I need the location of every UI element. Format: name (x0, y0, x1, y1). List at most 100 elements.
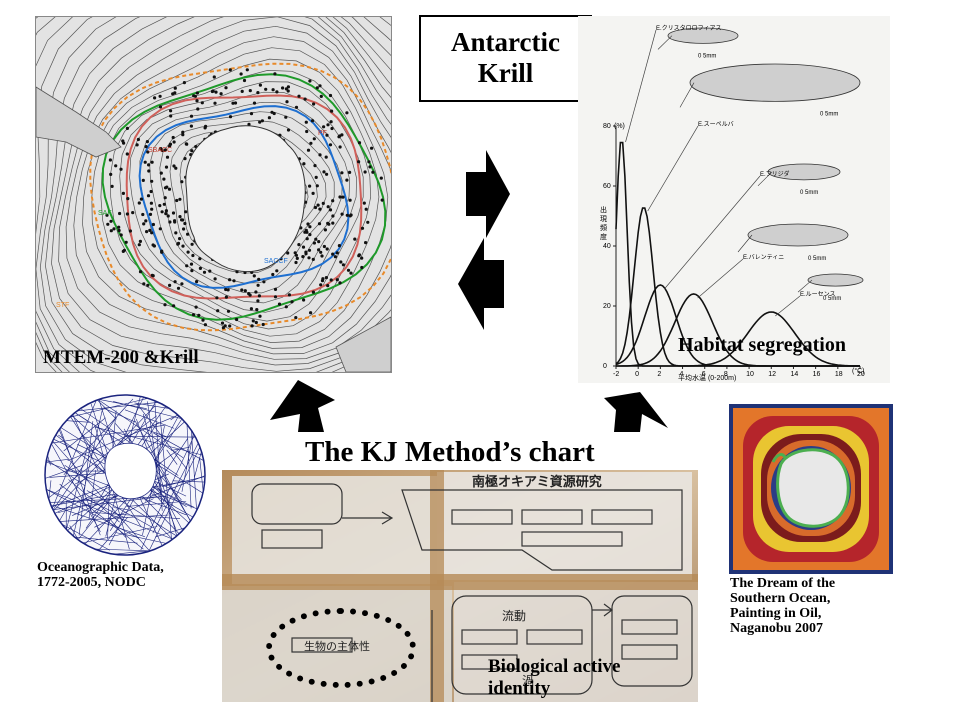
krill-sample-dot (324, 155, 328, 159)
krill-sample-dot (329, 278, 333, 282)
krill-sample-dot (171, 92, 175, 96)
krill-sample-dot (174, 166, 178, 170)
krill-map-panel: SBACC SACCF PF SAF STF MTEM-200 &Krill (35, 16, 392, 373)
krill-sample-dot (191, 253, 195, 258)
nodc-track-line (172, 390, 198, 392)
krill-sample-dot (318, 153, 322, 157)
krill-sample-dot (313, 205, 318, 210)
krill-sample-dot (308, 79, 312, 83)
krill-species-label: E.スーペルバ (698, 121, 734, 128)
krill-sample-dot (117, 228, 121, 233)
krill-sample-dot (304, 250, 308, 254)
nodc-track-line (45, 496, 167, 504)
krill-sample-dot (341, 263, 345, 267)
krill-sample-dot (271, 88, 275, 92)
krill-sample-dot (328, 143, 333, 147)
nodc-track-line (152, 440, 200, 534)
krill-sample-dot (333, 255, 337, 259)
krill-sample-dot (364, 241, 368, 245)
krill-sample-dot (348, 170, 352, 174)
nodc-track-line (190, 417, 198, 515)
krill-sample-dot (151, 274, 155, 278)
krill-scale-label: 0 5mm (800, 190, 818, 196)
krill-sample-dot (128, 229, 132, 233)
krill-sample-dot (304, 228, 308, 232)
krill-sample-dot (221, 326, 225, 330)
krill-sample-dot (109, 172, 113, 176)
krill-sample-dot (312, 102, 316, 106)
krill-sample-dot (119, 233, 123, 237)
krill-sample-dot (109, 219, 113, 223)
krill-sample-dot (172, 164, 176, 168)
krill-sample-dot (322, 244, 326, 249)
krill-sample-dot (348, 198, 352, 202)
chart-caption: Habitat segregation (678, 334, 846, 356)
krill-sample-dot (220, 321, 225, 325)
chart-x-tick-label: 2 (657, 371, 661, 378)
krill-sample-dot (231, 101, 235, 105)
krill-sample-dot (325, 247, 329, 251)
krill-sample-dot (294, 316, 298, 320)
krill-sample-dot (330, 126, 334, 131)
krill-sample-dot (326, 221, 330, 225)
kj-note-title: 南極オキアミ資源研究 (472, 474, 602, 489)
krill-sample-dot (174, 231, 178, 235)
chart-x-tick-label: 0 (635, 371, 639, 378)
krill-sample-dot (137, 243, 141, 247)
krill-sample-dot (331, 221, 335, 225)
krill-sample-dot (337, 244, 341, 248)
krill-sample-dot (196, 107, 200, 111)
krill-sample-dot (148, 212, 153, 216)
title-line-2: Krill (477, 58, 534, 88)
painting-caption-line-3: Painting in Oil, (730, 606, 822, 621)
nodc-track-line (155, 462, 195, 529)
australia-landmass (335, 316, 391, 372)
front-label-saf: SAF (98, 210, 112, 217)
krill-sample-dot (228, 278, 232, 282)
krill-sample-dot (318, 84, 322, 88)
krill-sample-dot (171, 135, 175, 140)
krill-sample-dot (192, 94, 196, 98)
krill-sample-dot (198, 266, 202, 270)
krill-sample-dot (176, 286, 181, 290)
krill-sample-dot (275, 269, 279, 273)
krill-sample-dot (306, 148, 311, 152)
krill-sample-dot (311, 290, 315, 294)
krill-sample-dot (228, 68, 232, 72)
krill-sample-dot (297, 94, 301, 98)
krill-sample-dot (312, 241, 316, 245)
krill-sample-dot (195, 99, 199, 103)
krill-sample-dot (273, 72, 277, 76)
species-leader-line (647, 125, 699, 212)
krill-sample-dot (167, 187, 172, 191)
nodc-track-line (88, 395, 184, 458)
krill-sample-dot (314, 237, 318, 241)
krill-species-icon (747, 223, 849, 247)
krill-sample-dot (166, 214, 170, 218)
krill-sample-dot (168, 220, 172, 224)
krill-sample-dot (184, 210, 188, 214)
krill-sample-dot (158, 227, 162, 231)
arrow-left-icon (458, 238, 504, 330)
krill-sample-dot (321, 201, 325, 205)
nodc-track-line (65, 420, 90, 423)
krill-sample-dot (178, 215, 182, 219)
krill-sample-dot (163, 148, 167, 152)
krill-sample-dot (191, 313, 196, 317)
krill-sample-dot (181, 133, 185, 137)
oil-painting (729, 404, 893, 574)
krill-sample-dot (158, 94, 162, 98)
krill-sample-dot (340, 212, 344, 216)
krill-sample-dot (360, 256, 364, 260)
nodc-track-line (142, 413, 183, 555)
nodc-track-line (45, 399, 76, 410)
chart-y-tick-label: 20 (603, 303, 611, 310)
nodc-caption-line-1: Oceanographic Data, (37, 560, 164, 575)
front-label-stf: STF (56, 302, 69, 309)
painting-caption-line-1: The Dream of the (730, 576, 836, 591)
krill-sample-dot (357, 253, 361, 257)
krill-sample-dot (139, 197, 143, 201)
krill-sample-dot (146, 283, 150, 287)
nodc-track-line (71, 408, 103, 543)
nodc-track-line (175, 537, 205, 555)
